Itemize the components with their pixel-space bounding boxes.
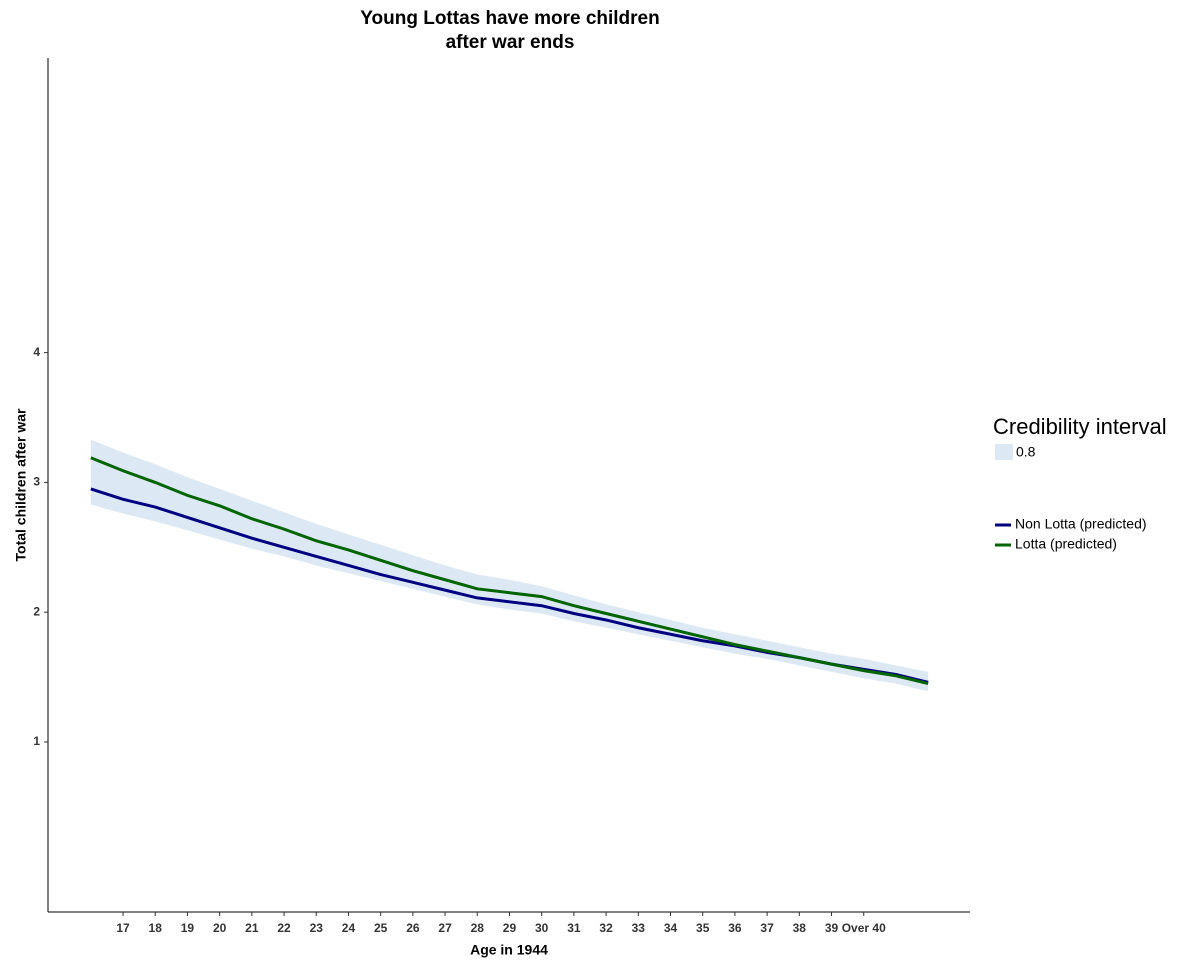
x-tick-label: 35 (696, 921, 710, 935)
x-tick-label: 26 (406, 921, 420, 935)
chart-title: Young Lottas have more children (360, 8, 659, 29)
x-tick-label: 23 (310, 921, 324, 935)
x-tick-label: Over 40 (842, 921, 886, 935)
x-tick-label: 17 (116, 921, 130, 935)
legend-label: Non Lotta (predicted) (1015, 516, 1147, 532)
credibility-band (90, 439, 929, 692)
x-tick-label: 31 (567, 921, 581, 935)
x-tick-label: 32 (599, 921, 613, 935)
chart-title: after war ends (446, 32, 575, 53)
x-tick-label: 20 (213, 921, 227, 935)
legend-label: Lotta (predicted) (1015, 536, 1117, 552)
x-tick-label: 22 (277, 921, 291, 935)
x-tick-label: 19 (181, 921, 195, 935)
legend-title: Credibility interval (993, 414, 1167, 439)
x-tick-label: 29 (503, 921, 517, 935)
y-tick-label: 1 (33, 734, 40, 748)
y-axis-label: Total children after war (13, 408, 29, 562)
x-tick-label: 30 (535, 921, 549, 935)
x-tick-label: 34 (664, 921, 678, 935)
x-tick-label: 37 (760, 921, 774, 935)
x-tick-label: 18 (149, 921, 163, 935)
x-tick-label: 25 (374, 921, 388, 935)
x-tick-label: 24 (342, 921, 356, 935)
legend-label: 0.8 (1016, 444, 1036, 460)
legend-swatch (995, 444, 1013, 460)
x-tick-label: 38 (793, 921, 807, 935)
y-tick-label: 4 (33, 345, 40, 359)
x-tick-label: 21 (245, 921, 259, 935)
y-tick-label: 3 (33, 475, 40, 489)
x-tick-label: 39 (825, 921, 839, 935)
y-tick-label: 2 (33, 604, 40, 618)
x-tick-label: 33 (632, 921, 646, 935)
x-axis-label: Age in 1944 (470, 942, 548, 958)
x-tick-label: 27 (438, 921, 452, 935)
x-tick-label: 28 (471, 921, 485, 935)
x-tick-label: 36 (728, 921, 742, 935)
series-line (90, 456, 929, 686)
